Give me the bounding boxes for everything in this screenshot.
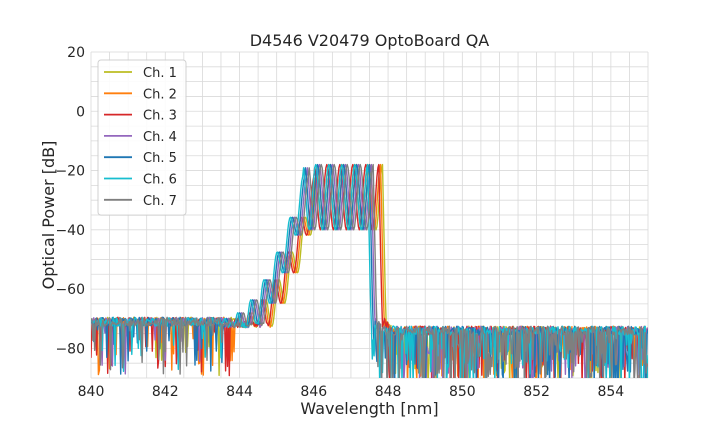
x-tick-label: 848 (375, 384, 402, 400)
legend-label: Ch. 7 (143, 194, 177, 209)
x-tick-label: 854 (597, 384, 624, 400)
legend-label: Ch. 4 (143, 130, 177, 145)
x-tick-label: 844 (226, 384, 253, 400)
legend-label: Ch. 3 (143, 109, 177, 124)
x-tick-label: 846 (300, 384, 327, 400)
series-group (91, 163, 648, 378)
legend-label: Ch. 2 (143, 87, 177, 102)
y-tick-label: −20 (55, 164, 85, 180)
legend-box (97, 59, 187, 216)
x-tick-label: 842 (152, 384, 179, 400)
y-axis-label: Optical Power [dB] (39, 141, 58, 290)
series-line-ch-7 (91, 163, 648, 378)
y-tick-label: 20 (67, 45, 85, 61)
legend-label: Ch. 5 (143, 151, 177, 166)
x-tick-label: 852 (523, 384, 550, 400)
legend-label: Ch. 6 (143, 173, 177, 188)
x-tick-label: 850 (449, 384, 476, 400)
legend: Ch. 1 Ch. 2 Ch. 3 Ch. 4 Ch. 5 Ch. 6 Ch. 7 (97, 59, 187, 216)
x-axis-label: Wavelength [nm] (300, 399, 438, 418)
y-tick-label: 0 (76, 104, 85, 120)
tick-labels: 840 842 844 846 848 850 852 854 −80 −60 −40 −20 0 20 (55, 45, 624, 400)
y-tick-label: −60 (55, 282, 85, 298)
y-tick-label: −40 (55, 223, 85, 239)
y-tick-label: −80 (55, 341, 85, 357)
chart-title: D4546 V20479 OptoBoard QA (250, 31, 490, 50)
legend-label: Ch. 1 (143, 66, 177, 81)
x-tick-label: 840 (78, 384, 105, 400)
